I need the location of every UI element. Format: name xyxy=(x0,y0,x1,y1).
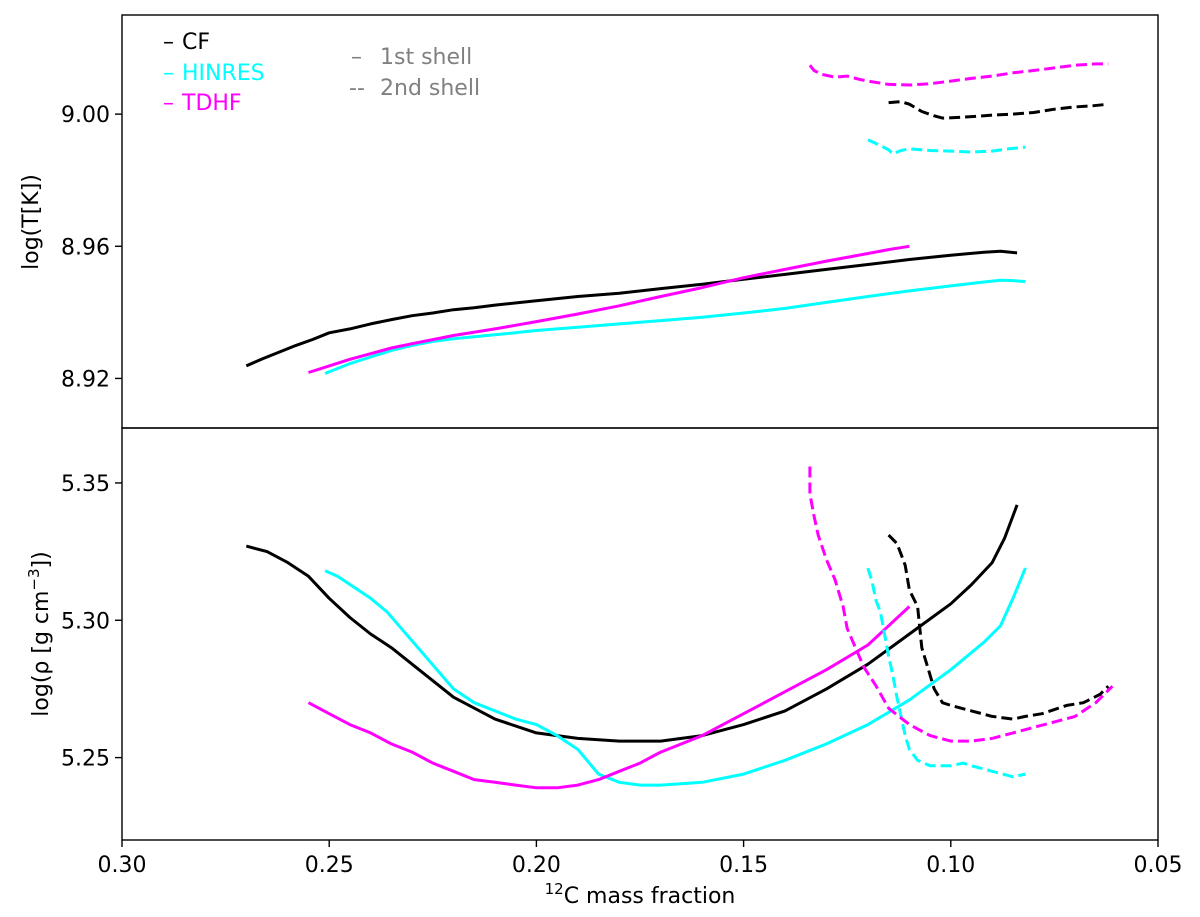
xlabel-superscript: 12 xyxy=(545,880,564,898)
bottom-series-cf-2nd-shell xyxy=(887,534,1110,721)
legend-label-tdhf: TDHF xyxy=(181,91,242,116)
legend-marker-hinres: – xyxy=(163,61,174,86)
ylabel-main: log(ρ [g cm xyxy=(29,591,54,717)
top-panel-ylabel: log(T[K]) xyxy=(19,174,44,270)
top-series-tdhf-1st-shell xyxy=(308,244,910,374)
top-panel: 8.92 8.96 9.00 log(T[K]) – CF – HINRES – T… xyxy=(19,14,1159,429)
bottom-panel-series xyxy=(245,466,1114,790)
top-series-hinres-2nd-shell xyxy=(867,138,1026,156)
xtick-label: 0.10 xyxy=(926,853,975,878)
x-axis-label: 12C mass fraction xyxy=(545,880,736,909)
top-panel-yticks: 8.92 8.96 9.00 xyxy=(61,103,122,392)
xtick-label: 0.15 xyxy=(719,853,768,878)
bottom-series-cf-1st-shell xyxy=(245,504,1019,743)
legend-marker-cf: – xyxy=(163,30,174,55)
xtick-label: 0.30 xyxy=(98,853,147,878)
xtick-label: 0.25 xyxy=(305,853,354,878)
bottom-panel-yticks: 5.25 5.30 5.35 xyxy=(61,472,122,772)
bottom-series-tdhf-1st-shell xyxy=(307,605,911,790)
legend-label-1st-shell: 1st shell xyxy=(380,45,472,70)
xtick-label: 0.20 xyxy=(512,853,561,878)
ylabel-superscript: −3 xyxy=(25,568,43,590)
top-ytick-label: 8.92 xyxy=(61,367,110,392)
top-series-tdhf-2nd-shell xyxy=(808,62,1109,87)
legend-label-2nd-shell: 2nd shell xyxy=(380,76,480,101)
top-series-cf-2nd-shell xyxy=(888,100,1109,120)
bottom-series-tdhf-2nd-shell xyxy=(808,466,1114,743)
top-ytick-label: 8.96 xyxy=(61,235,110,260)
bottom-panel-xticks: 0.30 0.25 0.20 0.15 0.10 0.05 xyxy=(98,840,1183,878)
bottom-ytick-label: 5.25 xyxy=(61,747,110,772)
bottom-ytick-label: 5.30 xyxy=(61,609,110,634)
top-series-cf-1st-shell xyxy=(245,249,1018,368)
legend: – CF – HINRES – TDHF – 1st shell -- 2nd … xyxy=(163,30,480,116)
bottom-series-hinres-1st-shell xyxy=(324,567,1027,787)
top-ytick-label: 9.00 xyxy=(61,103,110,128)
top-panel-series xyxy=(245,62,1109,375)
bottom-panel: 5.25 5.30 5.35 0.30 0.25 0.20 0.15 0.10 0.05 lo… xyxy=(25,427,1183,909)
top-series-hinres-1st-shell xyxy=(324,278,1026,375)
legend-label-cf: CF xyxy=(182,30,210,55)
legend-marker-tdhf: – xyxy=(163,91,174,116)
ylabel-end: ]) xyxy=(29,551,54,568)
bottom-panel-ylabel: log(ρ [g cm−3]) xyxy=(25,551,54,716)
legend-label-hinres: HINRES xyxy=(182,61,265,86)
bottom-panel-frame xyxy=(121,427,1159,841)
xtick-label: 0.05 xyxy=(1134,853,1183,878)
legend-marker-1st-shell: – xyxy=(351,45,362,70)
xlabel-main: C mass fraction xyxy=(564,884,736,909)
bottom-ytick-label: 5.35 xyxy=(61,472,110,497)
legend-marker-2nd-shell: -- xyxy=(349,76,365,101)
